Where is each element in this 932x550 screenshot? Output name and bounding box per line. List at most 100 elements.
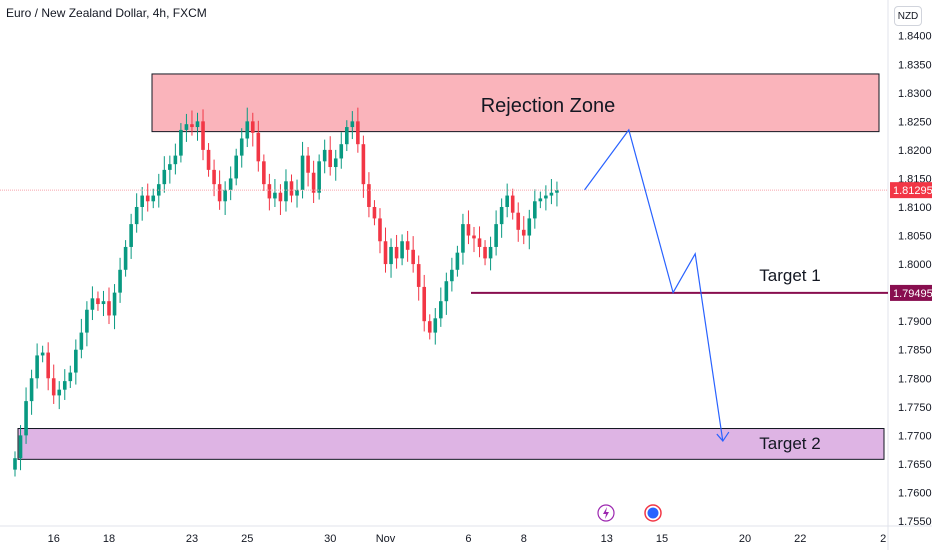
candle <box>405 230 410 262</box>
price-tick-label: 1.83000 <box>898 88 932 100</box>
candle-body <box>427 321 432 333</box>
candle-body <box>239 138 244 156</box>
candle-body <box>328 149 333 168</box>
rejection-zone-box <box>151 73 880 133</box>
currency-button[interactable]: NZD <box>894 6 922 26</box>
candle <box>273 179 277 207</box>
candle <box>256 120 261 172</box>
candle-body <box>295 189 299 196</box>
candle-body <box>494 224 498 247</box>
price-tick-label: 1.80500 <box>898 231 932 243</box>
candle-body <box>62 381 67 390</box>
candle-body <box>555 190 559 193</box>
price-tick-label: 1.76500 <box>898 459 932 471</box>
candle-body <box>422 286 427 322</box>
candle-body <box>289 181 294 196</box>
price-tick-label: 1.79000 <box>898 316 932 328</box>
candle-body <box>223 189 227 202</box>
time-tick-label: 2 <box>880 533 886 545</box>
candle <box>422 274 427 332</box>
time-tick-label: 6 <box>465 533 471 545</box>
candle-body <box>129 224 133 247</box>
candle <box>544 185 548 211</box>
candle <box>350 111 355 140</box>
candle <box>184 113 189 142</box>
candle <box>394 234 399 269</box>
candle <box>162 156 167 193</box>
candle-body <box>361 144 366 185</box>
candle <box>179 123 183 163</box>
candle <box>223 181 227 215</box>
candle <box>521 216 526 245</box>
time-tick-label: 15 <box>656 533 668 545</box>
time-axis[interactable]: 16 18 23 25 30 Nov 6 8 13 15 20 22 2 <box>48 533 887 545</box>
candle <box>455 245 460 277</box>
candle-body <box>505 195 509 207</box>
candle <box>427 314 432 340</box>
candle-body <box>544 195 548 199</box>
price-axis[interactable]: 1.840001.835001.830001.825001.820001.815… <box>890 31 932 528</box>
candle-body <box>173 155 178 165</box>
candle <box>494 210 498 256</box>
candle <box>450 257 454 292</box>
price-tick-label: 1.81000 <box>898 202 932 214</box>
candle-body <box>499 206 504 225</box>
candle <box>505 183 509 218</box>
candle <box>107 287 111 325</box>
candle <box>57 381 62 410</box>
candle <box>466 210 471 245</box>
candle-body <box>306 155 310 173</box>
annotation-lines <box>0 128 888 443</box>
lightning-icon[interactable] <box>597 504 615 522</box>
candle <box>383 227 388 273</box>
candle <box>262 154 266 192</box>
candle-body <box>521 229 526 236</box>
candle <box>79 318 84 359</box>
candle-body <box>510 195 515 213</box>
candle-body <box>46 352 50 379</box>
candle <box>345 120 349 152</box>
target-1-label: Target 1 <box>759 266 820 285</box>
candle <box>201 109 205 161</box>
candle <box>206 143 211 177</box>
candle-body <box>533 201 537 219</box>
candle <box>245 107 250 148</box>
candle <box>284 169 288 212</box>
candle <box>267 173 272 211</box>
candle-body <box>405 241 410 250</box>
candle <box>295 179 299 208</box>
economic-event-icon[interactable] <box>644 504 662 522</box>
candle-body <box>40 352 45 356</box>
candle <box>278 184 283 215</box>
bottom-icons[interactable] <box>597 504 662 522</box>
candle <box>461 213 465 265</box>
candle <box>333 149 338 181</box>
candle-body <box>483 246 487 259</box>
candle-body <box>68 372 73 382</box>
candle-body <box>74 349 78 373</box>
candle <box>311 160 316 203</box>
candle-body <box>162 169 167 185</box>
candle <box>13 451 17 477</box>
candle-body <box>90 298 95 310</box>
price-tick-label: 1.84000 <box>898 31 932 43</box>
time-tick-label: Nov <box>376 533 396 545</box>
candle <box>367 172 371 218</box>
time-tick-label: 23 <box>186 533 198 545</box>
candle <box>151 188 156 209</box>
price-tick-label: 1.77000 <box>898 430 932 442</box>
candle <box>339 132 344 169</box>
candle-body <box>195 121 200 128</box>
candle <box>516 202 521 242</box>
candle <box>439 287 443 327</box>
candle <box>134 193 139 233</box>
candle <box>411 236 415 273</box>
price-tick-label: 1.83500 <box>898 59 932 71</box>
candle <box>190 110 194 136</box>
candle <box>289 174 294 203</box>
candle-body <box>250 121 255 133</box>
candle <box>356 107 360 153</box>
candle-body <box>439 301 443 319</box>
